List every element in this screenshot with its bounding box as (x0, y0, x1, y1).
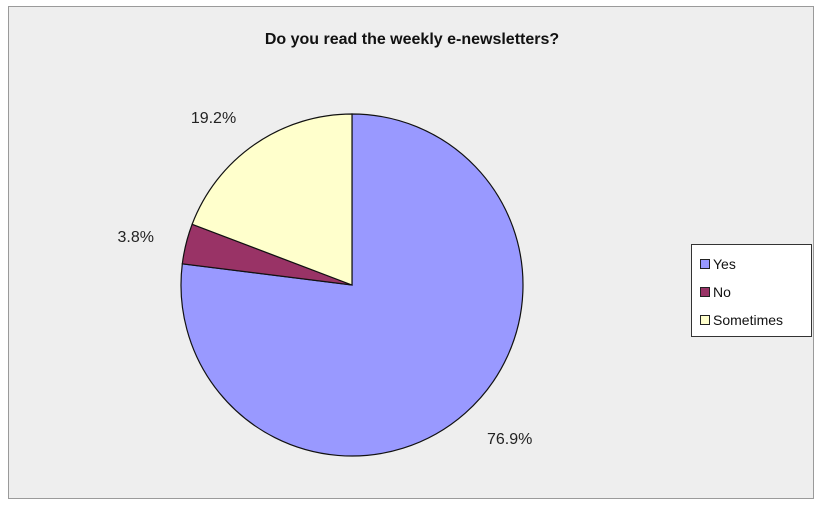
chart-title: Do you read the weekly e-newsletters? (264, 31, 560, 48)
data-label-no: 3.8% (118, 229, 154, 246)
legend-label-yes: Yes (713, 256, 736, 272)
legend-label-no: No (713, 284, 731, 300)
pie-slice-yes (180, 113, 524, 457)
legend-item-yes: Yes (700, 250, 811, 278)
legend-item-no: No (700, 278, 811, 306)
data-label-yes: 76.9% (487, 431, 532, 448)
legend-swatch-sometimes (700, 315, 710, 325)
legend-swatch-no (700, 287, 710, 297)
pie-slice-sometimes (191, 113, 353, 286)
legend-swatch-yes (700, 259, 710, 269)
legend-item-sometimes: Sometimes (700, 306, 811, 334)
chart-area: Do you read the weekly e-newsletters? 76… (8, 6, 814, 499)
pie-chart: 76.9% 3.8% 19.2% (118, 110, 532, 457)
legend-label-sometimes: Sometimes (713, 312, 784, 328)
data-label-sometimes: 19.2% (191, 110, 236, 127)
legend: Yes No Sometimes (691, 244, 812, 337)
